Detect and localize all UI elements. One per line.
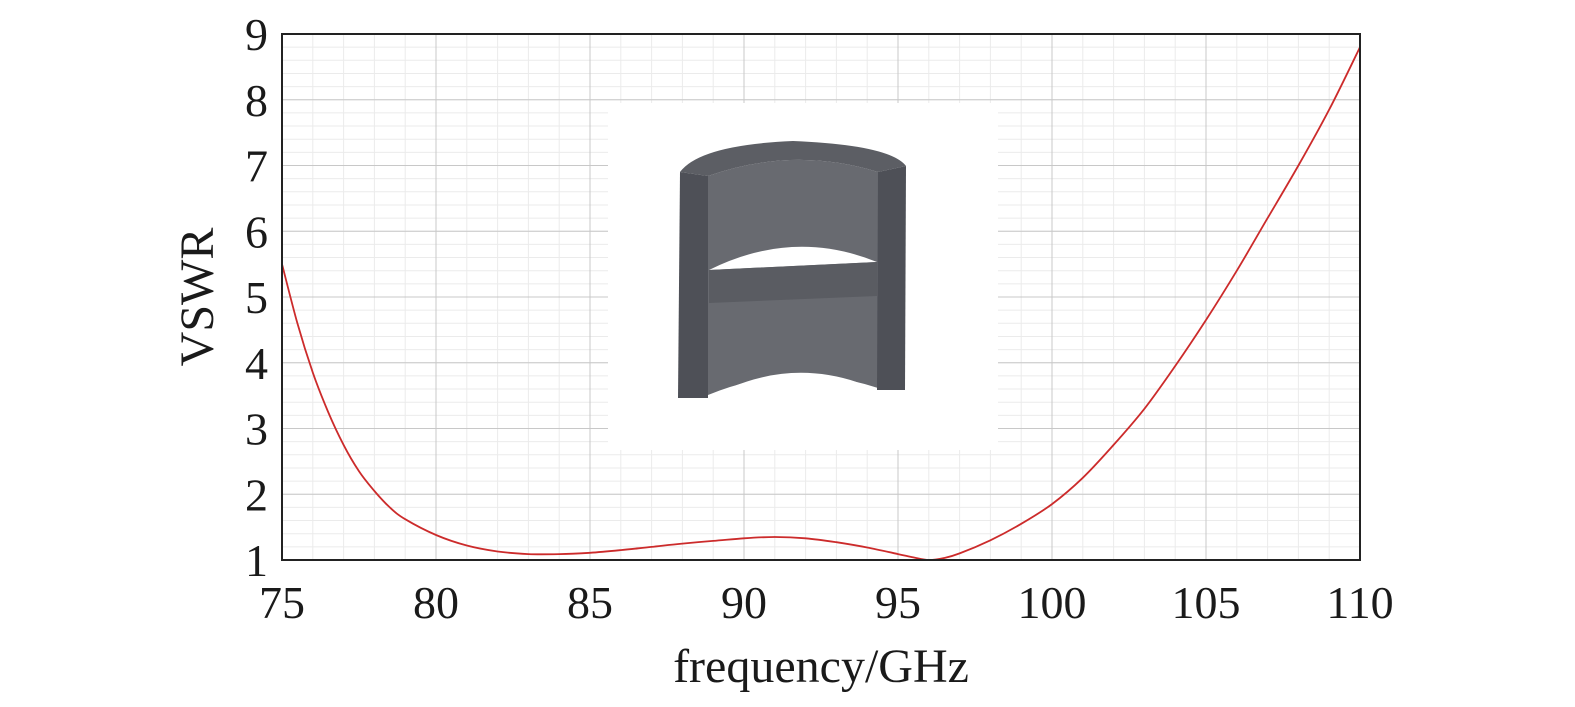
x-tick-labels: 75 80 85 90 95 100 105 110 [259,577,1394,628]
y-tick-label: 5 [245,272,268,323]
x-tick-label: 100 [1018,577,1087,628]
y-tick-label: 4 [245,338,268,389]
y-tick-label: 3 [245,404,268,455]
cylinder-cutaway-icon [608,103,998,450]
x-tick-label: 90 [721,577,767,628]
x-tick-label: 85 [567,577,613,628]
vswr-curve [281,46,1361,561]
y-tick-label: 8 [245,75,268,126]
inset-top-rim [680,141,906,176]
inset-left-wall [678,172,708,398]
y-tick-label: 9 [245,9,268,60]
y-axis-title: VSWR [171,228,224,367]
x-tick-label: 75 [259,577,305,628]
x-tick-label: 80 [413,577,459,628]
inset-bottom-opening [709,372,877,398]
y-tick-label: 2 [245,469,268,520]
inset-shelf [709,262,877,303]
x-tick-label: 110 [1326,577,1393,628]
y-tick-labels: 1 2 3 4 5 6 7 8 9 [245,9,268,586]
inset-right-wall [877,166,906,390]
x-tick-label: 95 [875,577,921,628]
y-tick-label: 6 [245,206,268,257]
x-tick-label: 105 [1172,577,1241,628]
inset-window [709,246,877,270]
x-axis-title: frequency/GHz [673,640,969,693]
y-tick-label: 7 [245,141,268,192]
plot-frame [281,33,1361,561]
y-tick-label: 1 [245,535,268,586]
